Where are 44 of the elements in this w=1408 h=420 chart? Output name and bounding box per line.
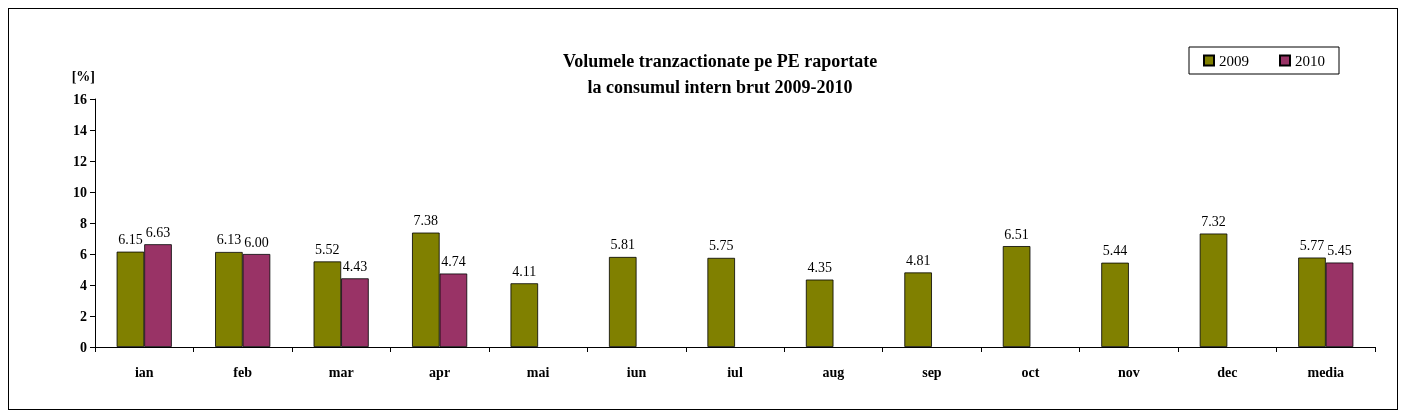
data-label: 5.44 [1102,243,1128,259]
x-tick-label: iul [727,364,743,380]
data-label: 6.15 [118,232,143,248]
x-tick-label: feb [233,364,253,380]
y-tick-label: 2 [80,308,87,324]
y-axis-title: [%] [71,68,95,84]
legend-label: 2010 [1295,52,1325,69]
data-label: 5.77 [1299,238,1325,254]
legend-label: 2009 [1219,52,1249,69]
data-label: 5.75 [708,238,734,254]
x-tick-label: oct [1021,364,1040,380]
data-label: 6.00 [244,234,269,250]
data-label: 4.81 [905,252,931,268]
chart-title: Volumele tranzactionate pe PE raportate la consumul intern brut 2009-2010 [562,51,878,97]
y-tick-label: 14 [73,122,87,138]
data-label: 4.43 [342,258,368,274]
data-label: 5.81 [610,237,635,253]
data-label: 4.74 [441,254,466,270]
data-label: 6.13 [216,232,242,248]
y-tick-label: 4 [80,277,87,293]
x-tick-label: apr [429,364,451,380]
x-tick-label: mar [328,364,354,380]
data-label: 4.35 [807,260,832,276]
x-tick-label: sep [922,364,942,380]
data-label: 6.63 [145,224,171,240]
data-label: 5.52 [315,241,340,257]
y-tick-label: 16 [73,91,87,107]
data-label: 5.45 [1327,243,1352,259]
data-label: 4.11 [512,263,537,279]
x-tick-label: mai [526,364,550,380]
data-label: 6.51 [1004,226,1029,242]
data-label: 7.32 [1201,214,1226,230]
data-label: 7.38 [413,213,439,229]
x-tick-label: dec [1217,364,1238,380]
x-tick-label: media [1307,364,1345,380]
y-tick-label: 6 [80,246,87,262]
x-tick-label: ian [134,364,154,380]
x-tick-label: iun [626,364,647,380]
y-tick-label: 10 [73,184,87,200]
x-tick-label: aug [822,364,845,380]
y-tick-label: 0 [80,339,87,355]
y-tick-label: 12 [73,153,87,169]
x-tick-label: nov [1117,364,1140,380]
y-tick-label: 8 [80,215,87,231]
